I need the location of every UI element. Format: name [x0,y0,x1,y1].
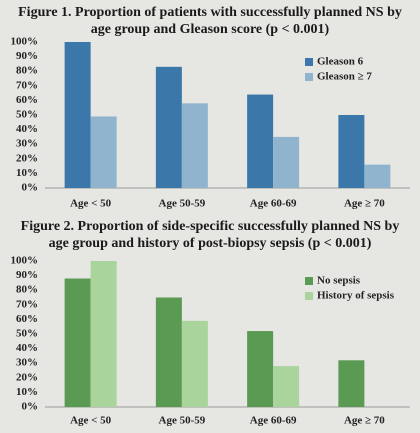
y-tick-label: 50% [16,109,38,121]
y-tick-label: 30% [16,138,38,150]
legend-swatch [305,58,313,66]
y-tick-label: 20% [16,152,38,164]
bar [64,42,91,188]
bar [273,136,300,188]
y-tick-label: 40% [16,123,38,135]
bar [181,103,208,188]
bar [181,320,208,407]
legend-swatch [305,292,313,300]
x-tick-label: Age ≥ 70 [344,415,385,427]
legend-label: No sepsis [317,275,361,287]
x-tick-label: Age ≥ 70 [344,198,385,210]
y-tick-label: 70% [16,79,38,91]
y-tick-label: 60% [16,313,38,325]
legend-swatch [305,277,313,285]
y-tick-label: 10% [16,167,38,179]
legend-label: Gleason ≥ 7 [317,71,372,83]
y-tick-label: 100% [11,255,39,267]
x-tick-label: Age 50-59 [159,198,206,210]
legend-label: Gleason 6 [317,56,364,68]
bar [90,261,117,407]
y-tick-label: 40% [16,342,38,354]
y-tick-label: 50% [16,328,38,340]
bar [90,116,117,188]
x-tick-label: Age 50-59 [159,415,206,427]
chart-title: Figure 2. Proportion of side-specific su… [20,219,400,251]
y-tick-label: 30% [16,357,38,369]
bar [364,164,391,188]
bar [155,297,182,407]
bar [155,66,182,188]
chart-title: Figure 1. Proportion of patients with su… [18,5,402,37]
y-tick-label: 20% [16,371,38,383]
legend-swatch [305,73,313,81]
bar [64,278,91,407]
legend-label: History of sepsis [317,290,395,302]
bar [247,94,274,188]
y-tick-label: 80% [16,65,38,77]
bar [338,115,365,188]
bar [338,360,365,407]
y-tick-label: 80% [16,284,38,296]
y-tick-label: 10% [16,386,38,398]
x-tick-label: Age 60-69 [250,198,297,210]
x-tick-label: Age < 50 [70,198,112,210]
y-tick-label: 0% [22,401,39,413]
y-tick-label: 60% [16,94,38,106]
x-tick-label: Age 60-69 [250,415,297,427]
y-tick-label: 0% [22,182,39,194]
y-tick-label: 90% [16,269,38,281]
y-tick-label: 100% [11,36,39,48]
y-tick-label: 90% [16,50,38,62]
bar [247,331,274,407]
y-tick-label: 70% [16,298,38,310]
x-tick-label: Age < 50 [70,415,112,427]
bar [273,366,300,407]
